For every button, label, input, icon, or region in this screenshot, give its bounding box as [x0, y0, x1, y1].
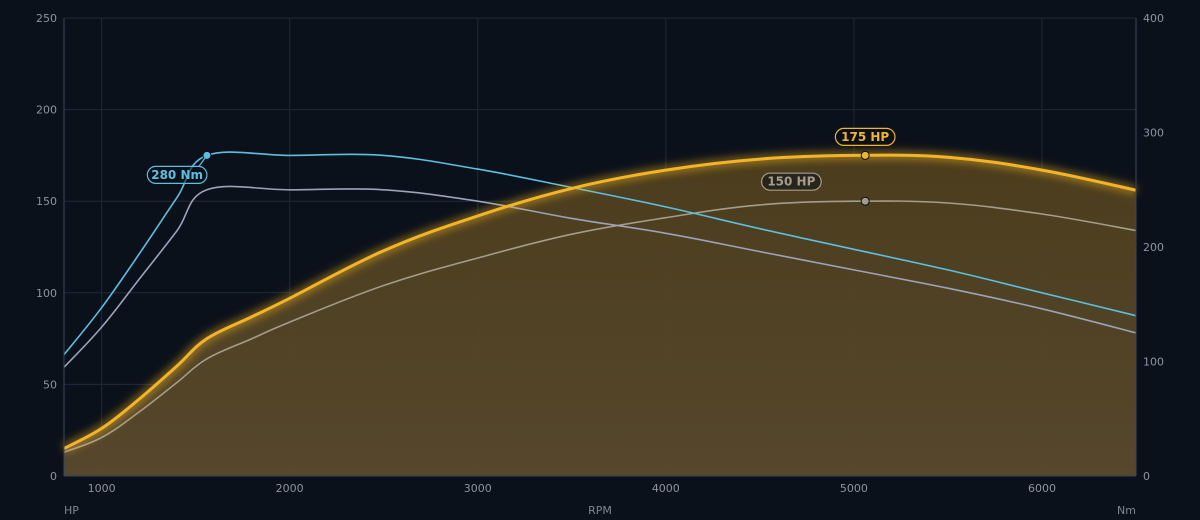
callout-label-1: 175 HP [841, 130, 889, 144]
series-lines [61, 150, 1137, 453]
x-tick-label: 1000 [88, 482, 116, 495]
x-tick-label: 6000 [1028, 482, 1056, 495]
callout-label-0: 280 Nm [151, 168, 203, 182]
callout-box-1 [834, 127, 896, 146]
series-line-0 [63, 153, 1137, 450]
right-axis-label: Nm [1117, 504, 1136, 517]
y-left-tick-label: 150 [36, 195, 57, 208]
callout-box-2 [760, 172, 822, 191]
callout-box-0 [146, 165, 208, 184]
y-left-tick-label: 50 [43, 378, 57, 391]
y-right-tick-label: 0 [1143, 470, 1150, 483]
y-right-tick-label: 200 [1143, 241, 1164, 254]
tick-labels: 0 50 100 150 200 250 0 100 200 300 400 1000 2000 3000… [36, 12, 1164, 495]
left-axis-label: HP [64, 504, 79, 517]
x-tick-label: 2000 [276, 482, 304, 495]
area-fills [64, 155, 1136, 476]
callout-point-1 [860, 150, 870, 160]
y-left-tick-label: 200 [36, 104, 57, 117]
series-line-1 [63, 200, 1137, 453]
x-tick-label: 4000 [652, 482, 680, 495]
y-left-tick-label: 0 [50, 470, 57, 483]
y-right-tick-label: 100 [1143, 356, 1164, 369]
series-area-0 [64, 155, 1136, 476]
series-line-2 [63, 151, 1137, 356]
x-tick-label: 3000 [464, 482, 492, 495]
y-left-tick-label: 250 [36, 12, 57, 25]
callout-label-2: 150 HP [767, 175, 815, 189]
x-axis-label: RPM [588, 504, 612, 517]
x-tick-label: 5000 [840, 482, 868, 495]
y-right-tick-label: 300 [1143, 127, 1164, 140]
y-right-tick-label: 400 [1143, 12, 1164, 25]
callouts: 280 Nm 175 HP 150 HP [146, 127, 896, 206]
y-left-tick-label: 100 [36, 287, 57, 300]
callout-leader-0 [198, 155, 208, 167]
callout-point-2 [860, 196, 870, 206]
axes [63, 18, 1137, 477]
